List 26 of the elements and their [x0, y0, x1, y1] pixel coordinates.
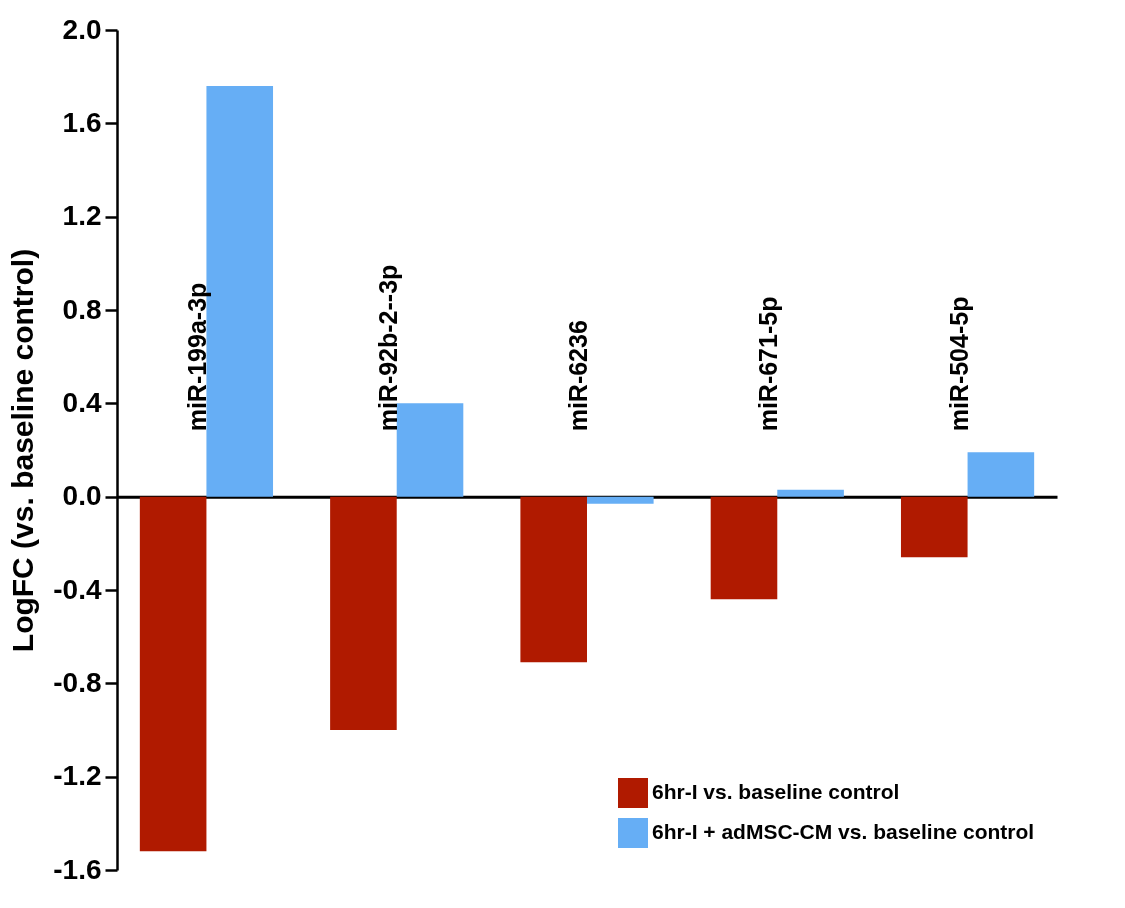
y-axis-title: LogFC (vs. baseline control): [6, 248, 40, 653]
y-tick-label: -0.4: [53, 573, 102, 605]
legend-label: 6hr-I vs. baseline control: [652, 780, 900, 803]
bar: [330, 496, 397, 730]
x-tick-label: miR-6236: [564, 320, 592, 432]
legend-label: 6hr-I + adMSC-CM vs. baseline control: [652, 820, 1035, 843]
x-tick-label: miR-504-5p: [944, 296, 973, 432]
y-tick-label: -1.2: [53, 760, 102, 792]
y-tick-label: -1.6: [53, 853, 102, 885]
y-tick-label: 2.0: [62, 13, 102, 45]
x-tick-label: miR-92b-2--3p: [373, 264, 402, 432]
bar: [900, 496, 968, 558]
y-tick-label: -0.8: [53, 666, 102, 698]
bar: [967, 452, 1035, 497]
bar: [777, 489, 844, 497]
y-tick-label: 1.6: [62, 106, 102, 138]
bar: [139, 496, 207, 852]
y-tick-label: 0.8: [62, 293, 102, 325]
bar: [587, 496, 654, 504]
bar: [520, 496, 587, 663]
x-tick-label: miR-671-5p: [754, 296, 783, 432]
y-tick-label: 0.0: [62, 480, 102, 512]
y-tick-label: 0.4: [62, 386, 102, 418]
x-tick-label: miR-199a-3p: [183, 282, 212, 432]
y-tick-label: 1.2: [62, 200, 102, 232]
bar: [710, 496, 778, 600]
